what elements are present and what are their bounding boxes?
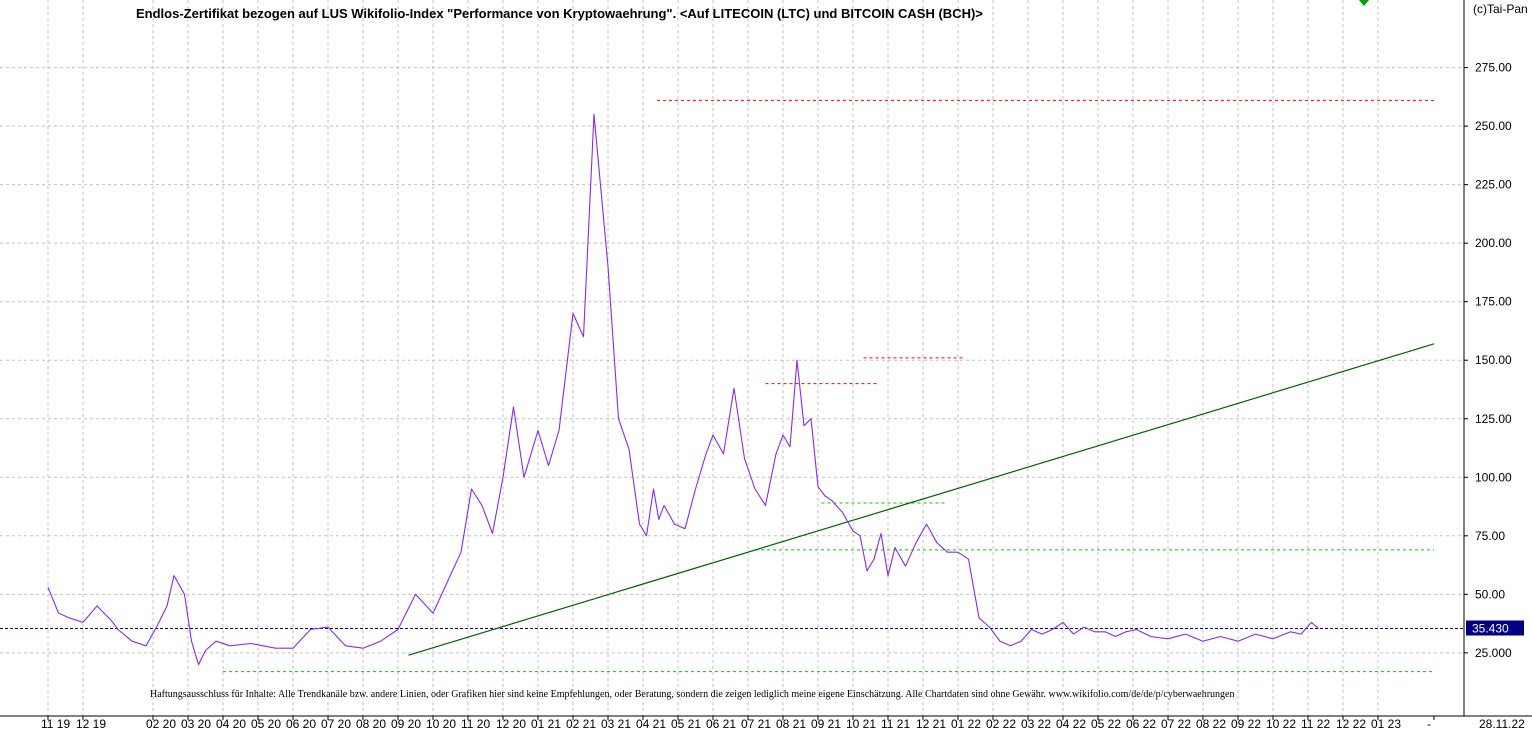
x-tick-label: 06 20: [286, 717, 316, 731]
x-tick-label: 07 22: [1161, 717, 1191, 731]
chart-title: Endlos-Zertifikat bezogen auf LUS Wikifo…: [136, 6, 983, 21]
x-tick-label: 10 20: [426, 717, 456, 731]
x-tick-label: 04 20: [216, 717, 246, 731]
x-tick-label: 12 19: [76, 717, 106, 731]
y-tick-label: 225.00: [1475, 178, 1512, 192]
marker-triangle-icon: [1359, 0, 1369, 6]
x-tick-label: 09 21: [811, 717, 841, 731]
x-tick-label: 02 21: [566, 717, 596, 731]
x-tick-label: 11 22: [1301, 717, 1330, 731]
x-ticks: 11 19 12 19 02 20 03 20 04 20 05 20 06 20 07 20…: [41, 716, 1435, 731]
y-tick-label: 175.00: [1475, 295, 1512, 309]
x-tick-label: 03 21: [601, 717, 631, 731]
x-tick-label: 11 19: [41, 717, 70, 731]
x-tick-label: 07 21: [741, 717, 771, 731]
current-price-box: [1466, 620, 1524, 636]
trendline: [408, 343, 1435, 656]
x-tick-label: -: [1427, 717, 1431, 731]
y-tick-label: 100.00: [1475, 470, 1512, 484]
x-tick-label: 01 21: [531, 717, 561, 731]
current-price-label: 35.430: [1472, 622, 1509, 636]
x-tick-label: 03 20: [181, 717, 211, 731]
x-tick-label: 04 22: [1056, 717, 1086, 731]
y-tick-label: 200.00: [1475, 236, 1512, 250]
disclaimer-text: Haftungsausschluss für Inhalte: Alle Tre…: [150, 689, 1235, 700]
x-tick-label: 06 22: [1126, 717, 1156, 731]
x-tick-label: 04 21: [636, 717, 666, 731]
x-tick-label: 12 22: [1336, 717, 1366, 731]
x-tick-label: 01 22: [951, 717, 981, 731]
x-tick-label: 11 20: [461, 717, 490, 731]
x-tick-label: 08 22: [1196, 717, 1226, 731]
x-tick-label: 08 21: [776, 717, 806, 731]
x-tick-label: 10 22: [1266, 717, 1296, 731]
axes: [0, 0, 1532, 717]
x-tick-label: 05 20: [251, 717, 281, 731]
x-tick-label: 12 21: [916, 717, 946, 731]
y-tick-label: 250.00: [1475, 119, 1512, 133]
x-tick-label: 05 21: [671, 717, 701, 731]
x-tick-label: 08 20: [356, 717, 386, 731]
y-tick-label: 75.00: [1475, 529, 1505, 543]
x-tick-label: 03 22: [1021, 717, 1051, 731]
x-tick-label: 05 22: [1091, 717, 1121, 731]
x-tick-label: 02 20: [146, 717, 176, 731]
y-tick-label: 275.00: [1475, 61, 1512, 75]
series-layer: [47, 113, 1319, 666]
x-tick-label: 02 22: [986, 717, 1016, 731]
y-ticks: 25.000 50.00 75.00 100.00 125.00 150.00 175.00…: [1464, 61, 1512, 660]
copyright-label: (c)Tai-Pan: [1473, 2, 1528, 16]
x-tick-label: 09 22: [1231, 717, 1261, 731]
x-tick-label: 12 20: [496, 717, 526, 731]
y-tick-label: 125.00: [1475, 412, 1512, 426]
x-tick-label: 10 21: [846, 717, 876, 731]
x-tick-label: 01 23: [1371, 717, 1401, 731]
y-tick-label: 25.000: [1475, 646, 1512, 660]
x-tick-label: 07 20: [321, 717, 351, 731]
x-tick-label: 06 21: [706, 717, 736, 731]
current-price-badge: 35.430: [1466, 620, 1524, 636]
x-tick-label: 09 20: [391, 717, 421, 731]
last-date-label: 28.11.22: [1479, 717, 1525, 731]
x-tick-label: 11 21: [881, 717, 910, 731]
grid: [0, 0, 1464, 716]
price-series-line: [47, 113, 1319, 666]
annotation-lines: [0, 99, 1464, 673]
y-tick-label: 150.00: [1475, 353, 1512, 367]
y-tick-label: 50.00: [1475, 587, 1505, 601]
